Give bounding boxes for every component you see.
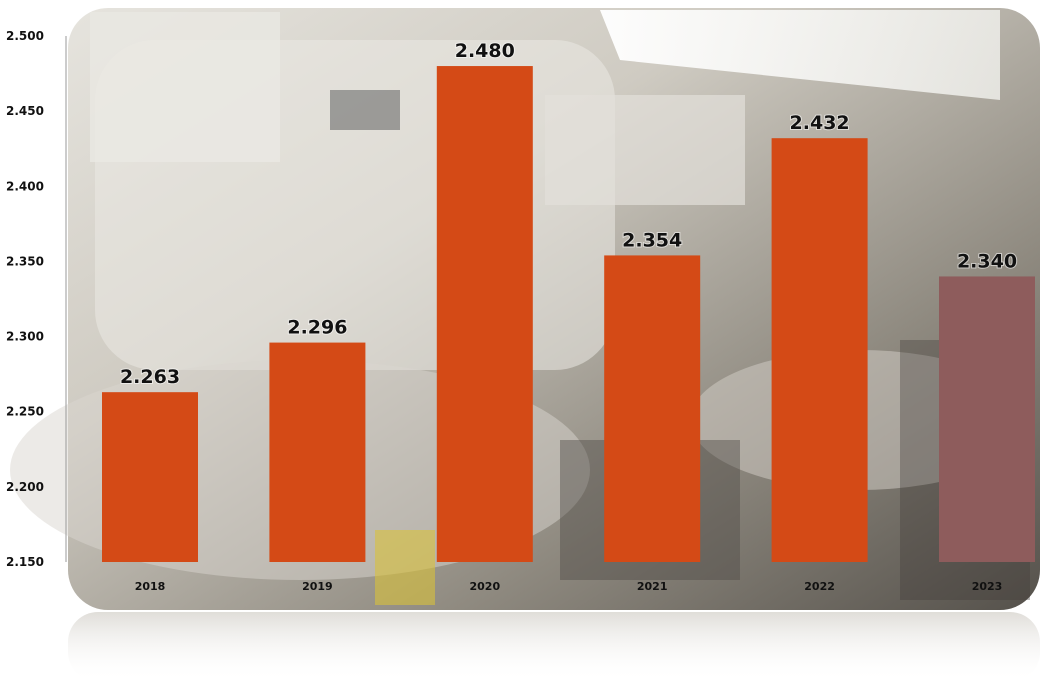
x-tick-label: 2023 — [972, 580, 1003, 593]
x-axis: 2018 2019 2020 2021 2022 2023 — [135, 580, 1003, 593]
y-tick-label: 2.500 — [6, 29, 44, 43]
x-tick-label: 2020 — [469, 580, 500, 593]
data-label: 2.296 — [287, 317, 347, 339]
y-axis: 2.150 2.200 2.250 2.300 2.350 2.400 2.450 2.500 — [6, 29, 44, 569]
data-label: 2.340 — [957, 250, 1017, 272]
bar-2018 — [102, 392, 198, 562]
data-label: 2.480 — [455, 40, 515, 62]
data-label: 2.354 — [622, 229, 682, 251]
x-tick-label: 2018 — [135, 580, 166, 593]
bar-2019 — [269, 342, 366, 562]
bar-2020 — [436, 66, 533, 563]
y-tick-label: 2.400 — [6, 179, 44, 193]
data-label: 2.263 — [120, 366, 180, 388]
data-label: 2.432 — [790, 112, 850, 134]
y-tick-label: 2.200 — [6, 480, 44, 494]
y-tick-label: 2.350 — [6, 254, 44, 268]
x-tick-label: 2021 — [637, 580, 668, 593]
x-tick-label: 2022 — [804, 580, 835, 593]
x-tick-label: 2019 — [302, 580, 333, 593]
bar-2021 — [604, 255, 701, 562]
bar-2023 — [939, 276, 1035, 562]
bar-2022 — [771, 138, 868, 563]
y-tick-label: 2.250 — [6, 405, 44, 419]
bars — [102, 66, 1035, 563]
y-tick-label: 2.150 — [6, 555, 44, 569]
y-tick-label: 2.300 — [6, 330, 44, 344]
data-labels: 2.263 2.296 2.480 2.354 2.432 2.340 — [119, 39, 1018, 389]
y-tick-label: 2.450 — [6, 104, 44, 118]
background-reflection — [68, 612, 1040, 676]
